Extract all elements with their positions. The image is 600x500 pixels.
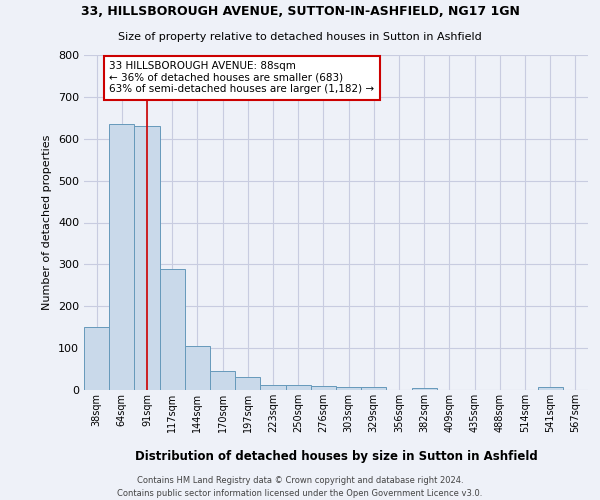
Text: Contains HM Land Registry data © Crown copyright and database right 2024.
Contai: Contains HM Land Registry data © Crown c… <box>118 476 482 498</box>
Bar <box>134 126 160 390</box>
Bar <box>160 268 185 390</box>
Bar <box>538 386 563 390</box>
Bar <box>210 370 235 390</box>
Text: Size of property relative to detached houses in Sutton in Ashfield: Size of property relative to detached ho… <box>118 32 482 42</box>
Text: 33, HILLSBOROUGH AVENUE, SUTTON-IN-ASHFIELD, NG17 1GN: 33, HILLSBOROUGH AVENUE, SUTTON-IN-ASHFI… <box>80 5 520 18</box>
Bar <box>185 346 210 390</box>
Bar <box>286 385 311 390</box>
Bar <box>336 386 361 390</box>
Bar <box>84 327 109 390</box>
Bar <box>109 124 134 390</box>
Bar <box>260 385 286 390</box>
Bar <box>361 386 386 390</box>
Text: Distribution of detached houses by size in Sutton in Ashfield: Distribution of detached houses by size … <box>134 450 538 464</box>
Y-axis label: Number of detached properties: Number of detached properties <box>43 135 52 310</box>
Text: 33 HILLSBOROUGH AVENUE: 88sqm
← 36% of detached houses are smaller (683)
63% of : 33 HILLSBOROUGH AVENUE: 88sqm ← 36% of d… <box>109 62 374 94</box>
Bar <box>412 388 437 390</box>
Bar <box>235 378 260 390</box>
Bar <box>311 386 336 390</box>
